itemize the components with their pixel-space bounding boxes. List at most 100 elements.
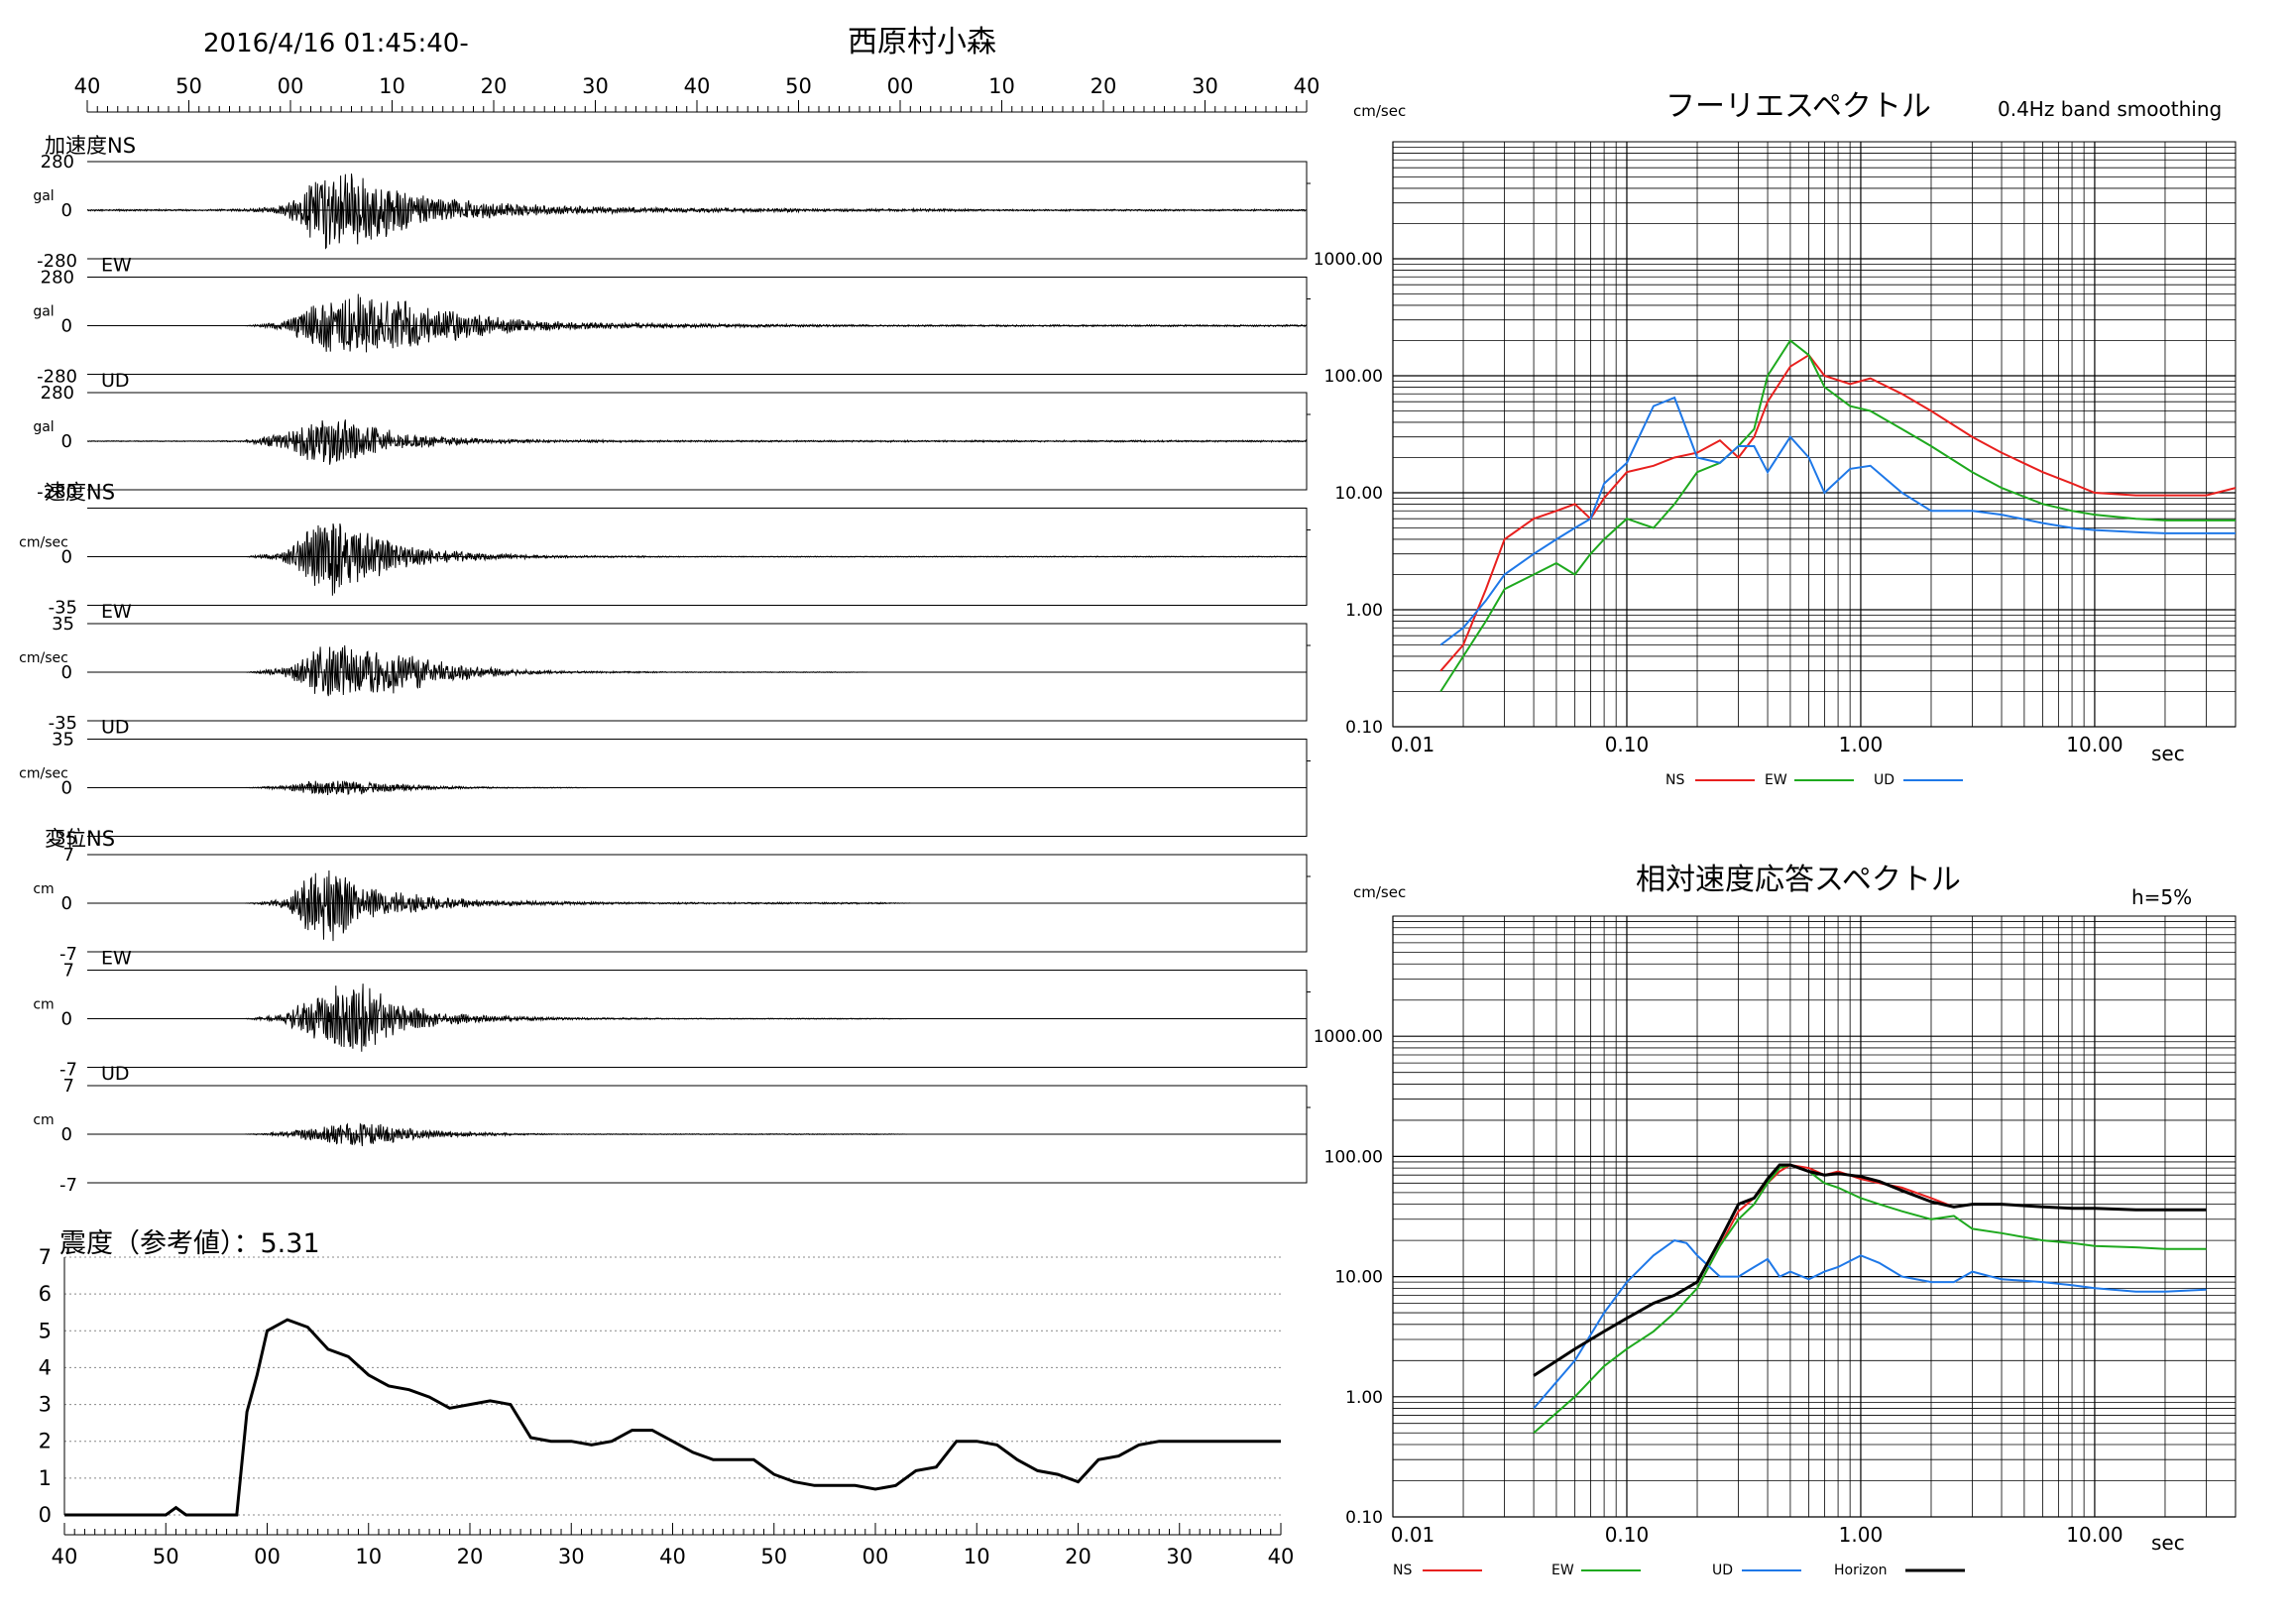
- waveform-trace: [87, 644, 1307, 697]
- panel-top-tick: 7: [63, 845, 74, 866]
- panel-top-tick: 35: [52, 730, 74, 751]
- y-tick-label: 100.00: [1324, 367, 1383, 387]
- waveform-panel: UD 7 0 -7 cm: [33, 1063, 1311, 1196]
- panel-unit: gal: [33, 419, 54, 435]
- intensity-chart: 0 1 2 3 4 5 6 7 40 50 00 10 20 30 40 50 00 10 20 30 40: [39, 1245, 1295, 1568]
- intensity-line: [64, 1318, 1281, 1517]
- plot-frame: [1392, 915, 2237, 1518]
- intensity-y-label: 1: [39, 1466, 52, 1490]
- waveform-panel: UD 280 0 -280 gal: [33, 370, 1311, 503]
- intensity-x-label: 20: [1065, 1545, 1091, 1568]
- panel-component-label: EW: [101, 948, 132, 970]
- panel-unit: cm/sec: [19, 650, 68, 666]
- x-tick-label: 0.01: [1391, 1523, 1435, 1547]
- intensity-y-label: 5: [39, 1319, 52, 1342]
- time-tick-label: 40: [684, 74, 711, 98]
- legend-label: NS: [1393, 1563, 1412, 1578]
- time-tick-label: 10: [988, 74, 1015, 98]
- response-y-unit: cm/sec: [1353, 883, 1406, 901]
- intensity-x-label: 50: [153, 1545, 179, 1568]
- time-tick-label: 10: [379, 74, 405, 98]
- panel-zero-tick: 0: [61, 662, 72, 683]
- response-legend: NS EW UD Horizon: [1393, 1563, 1965, 1578]
- time-tick-label: 40: [1294, 74, 1320, 98]
- waveform-trace: [87, 523, 1308, 596]
- panel-unit: cm: [33, 1112, 54, 1128]
- time-tick-label: 30: [582, 74, 609, 98]
- waveform-panel: EW 7 0 -7 cm: [33, 948, 1311, 1081]
- x-tick-label: 0.10: [1605, 1523, 1650, 1547]
- response-title: 相対速度応答スペクトル: [1636, 863, 1961, 897]
- panel-component-label: EW: [101, 255, 132, 277]
- series-line-ud: [1439, 396, 2236, 646]
- intensity-x-label: 20: [457, 1545, 484, 1568]
- panel-bottom-tick: -35: [49, 598, 77, 619]
- y-tick-label: 1000.00: [1314, 250, 1383, 270]
- x-tick-label: 1.00: [1839, 733, 1884, 756]
- response-note: h=5%: [2131, 885, 2192, 909]
- x-tick-label: 10.00: [2066, 1523, 2123, 1547]
- x-tick-label: 0.01: [1391, 733, 1435, 756]
- time-tick-label: 00: [278, 74, 304, 98]
- panel-zero-tick: 0: [61, 316, 72, 337]
- y-tick-label: 1.00: [1345, 601, 1383, 621]
- intensity-x-label: 10: [355, 1545, 382, 1568]
- panel-bottom-tick: -7: [59, 1175, 77, 1196]
- intensity-x-label: 30: [1166, 1545, 1193, 1568]
- legend-label: Horizon: [1834, 1563, 1888, 1578]
- intensity-x-label: 00: [254, 1545, 281, 1568]
- fourier-x-unit: sec: [2151, 742, 2185, 765]
- panel-zero-tick: 0: [61, 200, 72, 221]
- time-tick-label: 00: [887, 74, 914, 98]
- y-tick-label: 0.10: [1345, 718, 1383, 738]
- series-line-ew: [1439, 339, 2236, 693]
- panel-bottom-tick: -35: [49, 713, 77, 734]
- intensity-y-label: 2: [39, 1430, 52, 1453]
- panel-zero-tick: 0: [61, 431, 72, 452]
- panel-unit: cm/sec: [19, 535, 68, 551]
- intensity-x-label: 50: [760, 1545, 787, 1568]
- panel-zero-tick: 0: [61, 1009, 72, 1030]
- panel-zero-tick: 0: [61, 893, 72, 914]
- waveform-trace: [87, 869, 1307, 942]
- series-line-ew: [1533, 1163, 2207, 1435]
- panel-zero-tick: 0: [61, 547, 72, 568]
- time-tick-label: 30: [1192, 74, 1218, 98]
- fourier-y-unit: cm/sec: [1353, 102, 1406, 120]
- legend-label: NS: [1665, 772, 1684, 788]
- datetime-label: 2016/4/16 01:45:40-: [203, 29, 469, 58]
- panel-top-tick: 7: [63, 961, 74, 982]
- waveform-panel: EW 280 0 -280 gal: [33, 255, 1311, 388]
- panel-unit: cm/sec: [19, 766, 68, 782]
- y-tick-label: 1000.00: [1314, 1027, 1383, 1047]
- waveform-trace: [86, 419, 1308, 465]
- y-tick-label: 100.00: [1324, 1147, 1383, 1167]
- time-tick-label: 20: [1091, 74, 1117, 98]
- panel-top-tick: 280: [41, 383, 74, 404]
- panel-unit: cm: [33, 881, 54, 897]
- waveform-trace: [87, 1122, 1307, 1147]
- panel-group-label: 速度NS: [45, 481, 115, 505]
- intensity-x-label: 40: [52, 1545, 78, 1568]
- panel-zero-tick: 0: [61, 778, 72, 799]
- intensity-y-label: 0: [39, 1503, 52, 1527]
- station-title: 西原村小森: [848, 25, 996, 59]
- panel-bottom-tick: -280: [37, 367, 77, 388]
- x-tick-label: 1.00: [1839, 1523, 1884, 1547]
- panel-bottom-tick: -7: [59, 1060, 77, 1081]
- y-tick-label: 0.10: [1345, 1508, 1383, 1528]
- panel-component-label: UD: [101, 370, 130, 392]
- waveform-panels: 加速度NS2800-280galEW2800-280galUD2800-280g…: [19, 134, 1311, 1196]
- panel-top-tick: 7: [63, 1076, 74, 1097]
- panel-component-label: UD: [101, 717, 130, 739]
- fourier-chart: 0.10 1.00 10.00 100.00 1000.00 0.01 0.10 1.00 10…: [1314, 141, 2237, 756]
- fourier-title: フーリエスペクトル: [1665, 89, 1931, 124]
- intensity-title: 震度（参考値）：5.31: [59, 1228, 320, 1259]
- panel-group-label: 変位NS: [45, 827, 115, 851]
- time-tick-label: 50: [785, 74, 812, 98]
- panel-unit: cm: [33, 997, 54, 1013]
- panel-bottom-tick: -35: [49, 829, 77, 850]
- panel-bottom-tick: -7: [59, 944, 77, 965]
